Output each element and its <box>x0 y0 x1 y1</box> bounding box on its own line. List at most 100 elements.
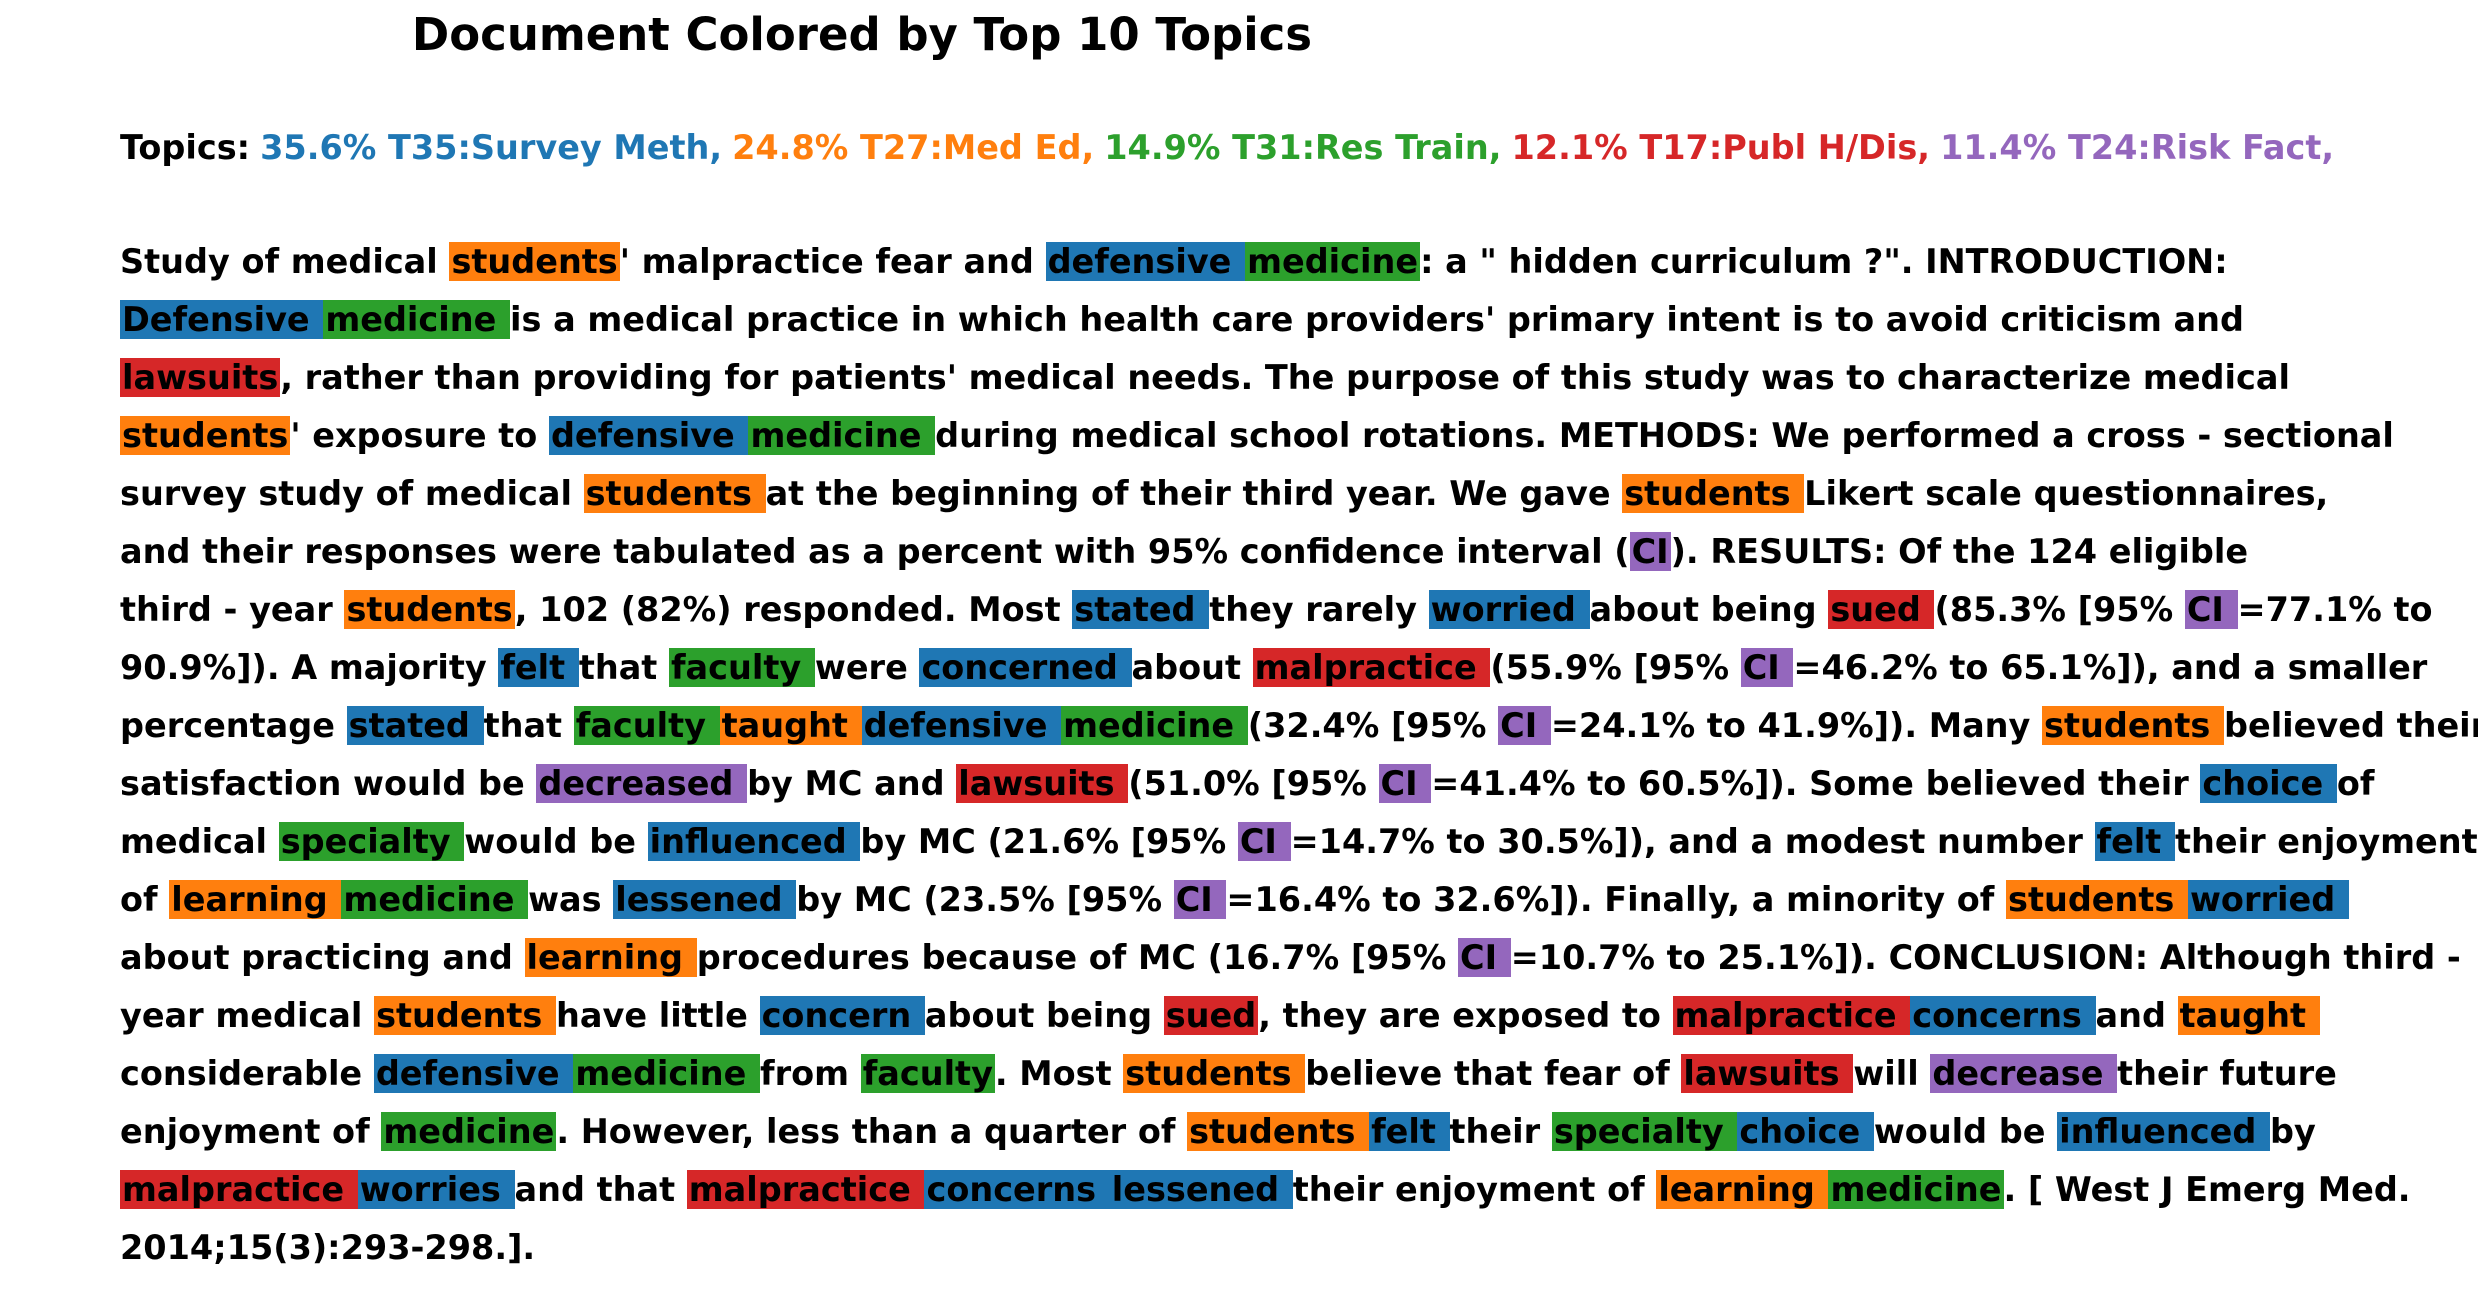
text-line: year medical students have little concer… <box>120 992 2470 1050</box>
plain-text: , 102 (82%) responded. Most <box>514 590 1073 629</box>
plain-text: =10.7% to 25.1%]). CONCLUSION: Although … <box>1510 938 2461 977</box>
plain-text: considerable <box>120 1054 374 1093</box>
topic-token-blue: concern <box>759 996 925 1035</box>
topic-token-blue: felt <box>1369 1112 1450 1151</box>
text-line: enjoyment of medicine. However, less tha… <box>120 1108 2470 1166</box>
topic-token-blue: defensive <box>1045 242 1246 281</box>
topic-token-green: faculty <box>573 706 720 745</box>
topic-token-red: malpractice <box>120 1170 358 1209</box>
plain-text: , rather than providing for patients' me… <box>280 358 2290 397</box>
topic-token-orange: students <box>2042 706 2224 745</box>
topic-token-green: medicine <box>573 1054 760 1093</box>
topic-token-red: malpractice <box>1252 648 1491 687</box>
text-line: medical specialty would be influenced by… <box>120 818 2478 876</box>
plain-text: 2014;15(3):293-298.]. <box>120 1228 536 1267</box>
topic-token-blue: Defensive <box>120 300 324 339</box>
text-line: survey study of medical students at the … <box>120 470 2470 528</box>
text-line: malpractice worries and that malpractice… <box>120 1166 2470 1224</box>
topic-token-orange: learning <box>1656 1170 1829 1209</box>
topic-token-green: specialty <box>1551 1112 1738 1151</box>
plain-text: Likert scale questionnaires, <box>1804 474 2329 513</box>
plain-text: by MC (23.5% [95% <box>796 880 1174 919</box>
topic-token-red: sued <box>1828 590 1935 629</box>
plain-text: was <box>528 880 614 919</box>
text-line: and their responses were tabulated as a … <box>120 528 2470 586</box>
plain-text: is a medical practice in which health ca… <box>510 300 2244 339</box>
plain-text: 90.9%]). A majority <box>120 648 499 687</box>
plain-text: believe that fear of <box>1305 1054 1682 1093</box>
plain-text: about practicing and <box>120 938 525 977</box>
topic-token-blue: influenced <box>2057 1112 2270 1151</box>
plain-text: , they are exposed to <box>1258 996 1673 1035</box>
plain-text: percentage <box>120 706 347 745</box>
topic-token-orange: taught <box>2177 996 2320 1035</box>
topic-token-blue: defensive <box>373 1054 574 1093</box>
plain-text: satisfaction would be <box>120 764 537 803</box>
topic-token-blue: influenced <box>647 822 861 861</box>
plain-text: of <box>2336 764 2375 803</box>
topic-token-orange: students <box>1622 474 1805 513</box>
topic-token-blue: choice <box>1737 1112 1874 1151</box>
plain-text: from <box>760 1054 861 1093</box>
topic-token-green: faculty <box>860 1054 995 1093</box>
plain-text: : a " hidden curriculum ?". INTRODUCTION… <box>1420 242 2228 281</box>
plain-text: were <box>814 648 920 687</box>
plain-text: about <box>1131 648 1253 687</box>
topic-token-orange: students <box>344 590 515 629</box>
topic-token-blue: concerns <box>1910 996 2096 1035</box>
plain-text: medical <box>120 822 279 861</box>
topic-token-purple: CI <box>1378 764 1432 803</box>
plain-text: year medical <box>120 996 375 1035</box>
topic-token-blue: worried <box>2187 880 2349 919</box>
text-line: considerable defensive medicine from fac… <box>120 1050 2470 1108</box>
topic-token-red: malpractice <box>1672 996 1911 1035</box>
topic-token-blue: worried <box>1428 590 1590 629</box>
plain-text: their future <box>2117 1054 2337 1093</box>
plain-text: their enjoyment <box>2175 822 2478 861</box>
topic-token-purple: CI <box>1173 880 1227 919</box>
topic-token-green: specialty <box>278 822 465 861</box>
text-line: 2014;15(3):293-298.]. <box>120 1224 2470 1282</box>
text-line: of learning medicine was lessened by MC … <box>120 876 2470 934</box>
plain-text: have little <box>556 996 760 1035</box>
plain-text: will <box>1853 1054 1931 1093</box>
plain-text: =24.1% to 41.9%]). Many <box>1550 706 2043 745</box>
topic-legend-item: 12.1% T17:Publ H/Dis, <box>1511 128 1931 167</box>
topic-token-green: medicine <box>1061 706 1248 745</box>
topic-token-blue: concerns <box>924 1170 1110 1209</box>
topic-token-blue: concerned <box>919 648 1132 687</box>
text-line: third - year students, 102 (82%) respond… <box>120 586 2470 644</box>
plain-text: =16.4% to 32.6%]). Finally, a minority o… <box>1226 880 2007 919</box>
text-line: Study of medical students' malpractice f… <box>120 238 2470 296</box>
plain-text: during medical school rotations. METHODS… <box>935 416 2394 455</box>
text-line: lawsuits, rather than providing for pati… <box>120 354 2470 412</box>
text-line: 90.9%]). A majority felt that faculty we… <box>120 644 2470 702</box>
topic-token-blue: worries <box>357 1170 515 1209</box>
topic-token-orange: students <box>374 996 557 1035</box>
plain-text: ). RESULTS: Of the 124 eligible <box>1670 532 2249 571</box>
topic-token-green: faculty <box>668 648 815 687</box>
topic-token-orange: students <box>1187 1112 1370 1151</box>
topic-legend-item: 35.6% T35:Survey Meth, <box>260 128 723 167</box>
text-line: students' exposure to defensive medicine… <box>120 412 2470 470</box>
plain-text: and that <box>514 1170 687 1209</box>
plain-text: (51.0% [95% <box>1128 764 1379 803</box>
plain-text: enjoyment of <box>120 1112 382 1151</box>
topic-token-orange: students <box>1123 1054 1306 1093</box>
topic-token-orange: learning <box>524 938 697 977</box>
topic-token-purple: CI <box>2184 590 2238 629</box>
plain-text: they rarely <box>1209 590 1429 629</box>
plain-text: =77.1% to <box>2237 590 2433 629</box>
plain-text: . [ West J Emerg Med. <box>2003 1170 2411 1209</box>
topic-legend-item: 14.9% T31:Res Train, <box>1104 128 1502 167</box>
topic-token-red: lawsuits <box>1681 1054 1854 1093</box>
topic-token-orange: students <box>583 474 766 513</box>
topic-token-red: sued <box>1163 996 1259 1035</box>
plain-text: (32.4% [95% <box>1247 706 1499 745</box>
topic-token-green: medicine <box>381 1112 557 1151</box>
topic-legend-item: 24.8% T27:Med Ed, <box>732 128 1095 167</box>
text-line: percentage stated that faculty taught de… <box>120 702 2478 760</box>
topic-token-red: lawsuits <box>956 764 1129 803</box>
topic-token-red: malpractice <box>686 1170 925 1209</box>
topic-token-purple: decrease <box>1930 1054 2118 1093</box>
